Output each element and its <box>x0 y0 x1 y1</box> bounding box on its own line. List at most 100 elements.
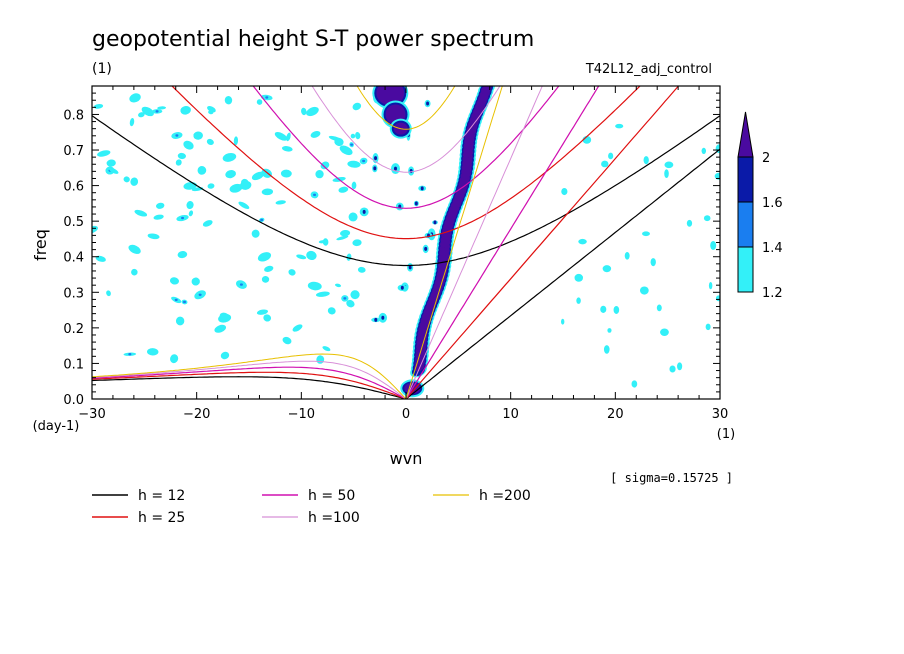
power-blob <box>381 315 385 320</box>
power-blob <box>128 244 141 254</box>
legend-label: h = 12 <box>138 488 185 504</box>
power-blob <box>251 229 260 238</box>
power-blob <box>261 276 270 283</box>
power-blob <box>146 348 159 356</box>
power-blob <box>175 134 179 137</box>
power-blob <box>129 93 141 103</box>
power-blob <box>603 345 610 354</box>
power-blob <box>108 167 119 174</box>
power-blob <box>322 346 331 352</box>
y-axis-units: (day-1) <box>33 419 80 434</box>
power-blob <box>257 252 272 262</box>
x-tick-label: −20 <box>183 407 210 422</box>
power-blob <box>318 240 326 244</box>
colorbar-label: 1.4 <box>762 241 783 256</box>
power-blob <box>138 112 145 118</box>
power-blob <box>701 147 707 155</box>
power-blob <box>350 290 360 300</box>
power-blob <box>677 362 683 371</box>
power-blob <box>420 186 424 191</box>
power-blob <box>376 86 405 106</box>
power-blob <box>327 307 336 315</box>
power-blob <box>338 186 349 193</box>
power-blob <box>263 314 272 322</box>
legend-label: h = 25 <box>138 510 185 526</box>
power-blob <box>274 132 288 141</box>
power-blob <box>261 188 274 196</box>
power-blob <box>141 106 154 117</box>
power-blob <box>288 269 296 276</box>
power-blob <box>129 118 135 127</box>
power-blob <box>106 159 116 167</box>
power-blob <box>170 354 179 364</box>
colorbar: 1.2 1.4 1.6 2 <box>737 111 783 301</box>
rossby-curve <box>92 376 407 399</box>
power-blob <box>339 145 353 156</box>
power-blob <box>280 169 292 178</box>
power-blob <box>229 183 243 193</box>
x-axis-label: wvn <box>390 449 423 468</box>
power-blob <box>188 210 194 217</box>
power-blob <box>348 212 358 222</box>
power-blob <box>481 86 492 94</box>
power-blob <box>600 305 607 313</box>
power-blob <box>157 106 167 110</box>
power-blob <box>265 96 269 99</box>
power-blob <box>656 304 662 312</box>
dispersion-curves <box>92 86 720 399</box>
power-blob <box>374 156 378 161</box>
power-blob <box>313 193 317 197</box>
kelvin-curve <box>405 86 543 399</box>
power-blob <box>613 305 620 314</box>
power-blob <box>660 328 669 337</box>
y-tick-label: 0.7 <box>63 144 84 159</box>
power-blob <box>615 123 624 129</box>
gravity-curve <box>92 115 720 267</box>
power-blob <box>183 140 194 150</box>
power-blob <box>128 353 132 356</box>
legend-label: h = 50 <box>308 488 355 504</box>
power-blob <box>310 130 321 138</box>
power-blob <box>357 266 366 273</box>
power-blob <box>669 365 676 373</box>
power-blob <box>225 170 236 179</box>
y-tick-label: 0.1 <box>63 357 84 372</box>
power-blob <box>156 202 165 209</box>
power-blob <box>95 255 106 262</box>
power-blob <box>650 258 656 267</box>
power-blob <box>343 297 347 300</box>
kelvin-curve <box>405 86 600 399</box>
power-blob <box>202 220 213 227</box>
power-blob <box>426 101 430 106</box>
power-blob <box>576 297 581 304</box>
power-blob <box>224 96 233 105</box>
power-blob <box>320 161 330 170</box>
power-blob <box>169 277 179 285</box>
power-blob <box>307 281 322 291</box>
power-blob <box>93 104 104 109</box>
x-axis-units: (1) <box>717 427 735 442</box>
power-blob <box>664 161 674 169</box>
power-blob <box>207 105 216 113</box>
power-blob <box>334 137 344 147</box>
power-blob <box>198 293 202 296</box>
power-blob <box>352 239 362 247</box>
power-blob <box>97 150 111 157</box>
power-blob <box>642 231 650 237</box>
power-blob <box>374 317 378 322</box>
x-tick-label: 10 <box>502 407 519 422</box>
power-blob <box>315 170 324 179</box>
power-blob <box>334 283 342 288</box>
power-blob <box>362 159 366 163</box>
power-blob <box>197 165 207 175</box>
colorbar-arrow <box>737 111 754 158</box>
power-blob <box>686 219 693 227</box>
power-blob <box>424 246 428 251</box>
power-blob <box>352 102 362 111</box>
y-tick-label: 0.6 <box>63 180 84 195</box>
power-blob <box>147 233 160 240</box>
power-blob <box>346 253 352 261</box>
power-blob <box>414 201 418 206</box>
power-blob <box>222 152 237 162</box>
